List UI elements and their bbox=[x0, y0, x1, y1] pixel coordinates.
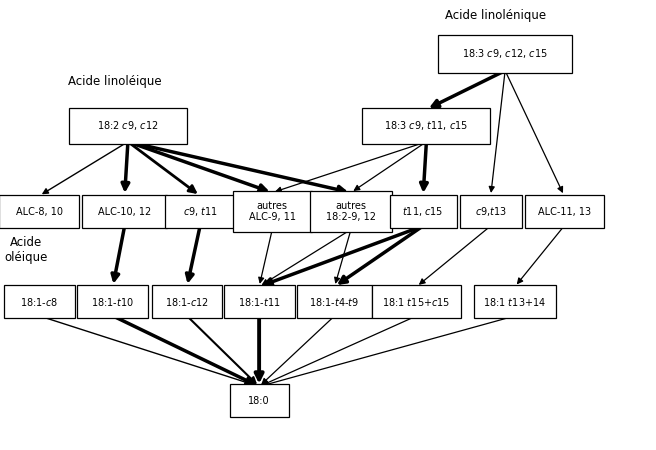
FancyBboxPatch shape bbox=[165, 194, 236, 228]
FancyBboxPatch shape bbox=[230, 384, 289, 417]
Text: $c$9,$t$13: $c$9,$t$13 bbox=[475, 205, 506, 218]
FancyBboxPatch shape bbox=[77, 285, 148, 319]
FancyBboxPatch shape bbox=[233, 191, 312, 232]
FancyBboxPatch shape bbox=[362, 108, 491, 144]
Text: 18:1-$c$12: 18:1-$c$12 bbox=[165, 296, 209, 307]
Text: 18:1-$c$8: 18:1-$c$8 bbox=[20, 296, 58, 307]
Text: 18:1-$t$4-$t$9: 18:1-$t$4-$t$9 bbox=[310, 296, 359, 307]
FancyBboxPatch shape bbox=[474, 285, 556, 319]
Text: $t$11, $c$15: $t$11, $c$15 bbox=[402, 205, 444, 218]
Text: 18:1-$t$11: 18:1-$t$11 bbox=[237, 296, 281, 307]
Text: $c$9, $t$11: $c$9, $t$11 bbox=[182, 205, 218, 218]
Text: 18:1-$t$10: 18:1-$t$10 bbox=[91, 296, 134, 307]
Text: autres
18:2-9, 12: autres 18:2-9, 12 bbox=[326, 201, 376, 222]
Text: ALC-10, 12: ALC-10, 12 bbox=[98, 207, 152, 216]
FancyBboxPatch shape bbox=[525, 194, 604, 228]
Text: Acide
oléique: Acide oléique bbox=[5, 236, 48, 264]
FancyBboxPatch shape bbox=[224, 285, 295, 319]
Text: 18:0: 18:0 bbox=[249, 396, 270, 405]
Text: ALC-11, 13: ALC-11, 13 bbox=[538, 207, 590, 216]
FancyBboxPatch shape bbox=[82, 194, 167, 228]
FancyBboxPatch shape bbox=[310, 191, 392, 232]
FancyBboxPatch shape bbox=[0, 194, 79, 228]
Text: autres
ALC-9, 11: autres ALC-9, 11 bbox=[249, 201, 296, 222]
Text: 18:3 $c$9, $t$11, $c$15: 18:3 $c$9, $t$11, $c$15 bbox=[384, 120, 468, 132]
FancyBboxPatch shape bbox=[390, 194, 457, 228]
FancyBboxPatch shape bbox=[297, 285, 373, 319]
Text: 18:1 $t$15+$c$15: 18:1 $t$15+$c$15 bbox=[382, 296, 451, 307]
Text: 18:1 $t$13+14: 18:1 $t$13+14 bbox=[483, 296, 546, 307]
FancyBboxPatch shape bbox=[152, 285, 222, 319]
Text: 18:3 $c$9, $c$12, $c$15: 18:3 $c$9, $c$12, $c$15 bbox=[462, 48, 548, 60]
FancyBboxPatch shape bbox=[438, 35, 572, 73]
Text: 18:2 $c$9, $c$12: 18:2 $c$9, $c$12 bbox=[97, 120, 159, 132]
FancyBboxPatch shape bbox=[459, 194, 522, 228]
Text: ALC-8, 10: ALC-8, 10 bbox=[16, 207, 63, 216]
Text: Acide linoléique: Acide linoléique bbox=[68, 75, 161, 87]
Text: Acide linolénique: Acide linolénique bbox=[445, 9, 546, 22]
FancyBboxPatch shape bbox=[69, 108, 187, 144]
FancyBboxPatch shape bbox=[4, 285, 75, 319]
FancyBboxPatch shape bbox=[373, 285, 461, 319]
